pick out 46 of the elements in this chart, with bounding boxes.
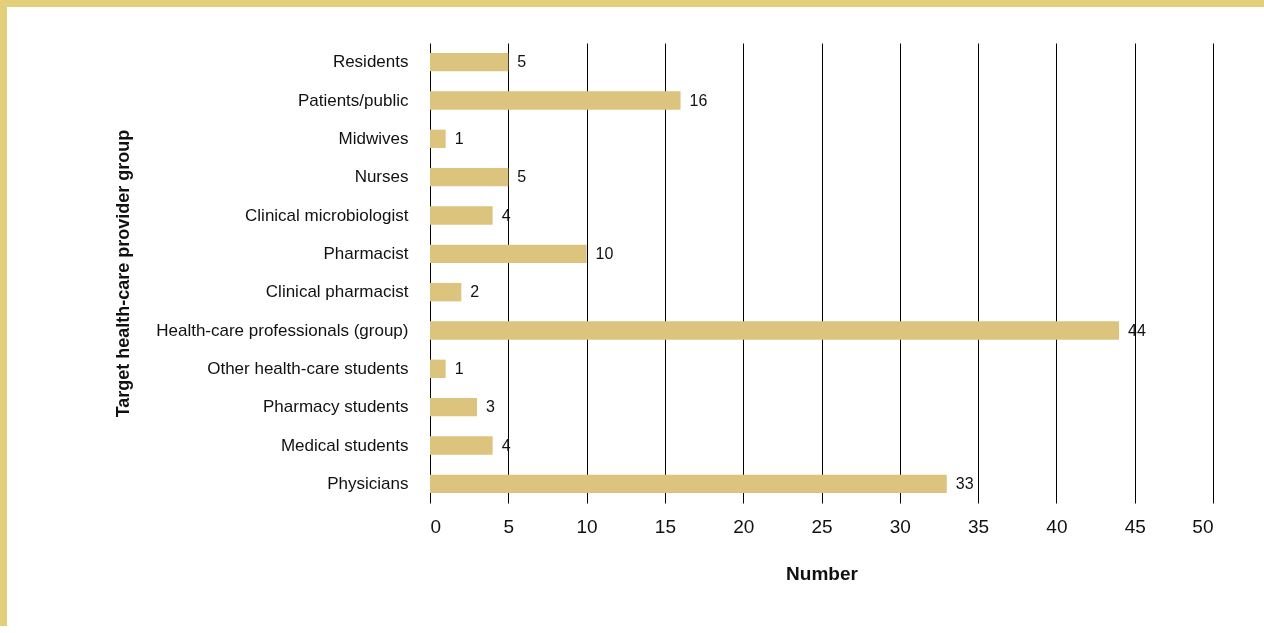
bar [430, 206, 493, 225]
x-axis-title: Number [786, 562, 859, 584]
x-tick-label: 20 [733, 515, 755, 537]
y-tick-label: Clinical microbiologist [245, 205, 409, 225]
x-tick-label: 10 [576, 515, 598, 537]
y-tick-label: Midwives [338, 128, 409, 148]
x-tick-label: 5 [503, 515, 515, 537]
y-tick-label: Other health-care students [207, 358, 409, 378]
x-tick-label: 35 [968, 515, 990, 537]
bar [430, 244, 587, 264]
bar [430, 397, 477, 417]
y-tick-label: Physicians [327, 473, 409, 493]
bar [430, 321, 1120, 340]
data-label: 1 [454, 359, 464, 377]
bar [430, 91, 681, 110]
y-tick-label: Clinical pharmacist [265, 282, 409, 302]
x-tick-label: 15 [654, 515, 676, 537]
data-label: 1 [454, 129, 464, 147]
bar [430, 474, 947, 494]
y-tick-label: Nurses [354, 167, 409, 187]
y-tick-label: Pharmacist [323, 243, 409, 263]
data-label: 16 [689, 91, 708, 109]
x-tick-label: 45 [1124, 515, 1146, 537]
data-label: 5 [517, 168, 527, 186]
y-axis-title: Target health-care provider group [112, 129, 133, 418]
bar [430, 282, 462, 302]
bar [430, 52, 509, 72]
bar [430, 359, 446, 379]
bar [430, 129, 446, 149]
y-tick-label: Health-care professionals (group) [156, 320, 409, 340]
data-label: 10 [595, 244, 614, 262]
data-label: 2 [470, 283, 480, 301]
y-tick-label: Patients/public [297, 90, 409, 110]
bar [430, 167, 509, 187]
data-label: 33 [955, 474, 974, 492]
y-tick-label: Medical students [280, 435, 409, 455]
data-label: 5 [517, 53, 527, 71]
data-label: 3 [485, 398, 495, 416]
x-tick-label: 50 [1192, 515, 1214, 537]
x-tick-label: 25 [811, 515, 833, 537]
x-tick-label: 0 [430, 515, 442, 537]
bar [430, 436, 493, 455]
x-tick-label: 40 [1046, 515, 1068, 537]
y-tick-label: Residents [332, 52, 409, 72]
y-tick-label: Pharmacy students [262, 397, 409, 417]
x-tick-label: 30 [889, 515, 911, 537]
